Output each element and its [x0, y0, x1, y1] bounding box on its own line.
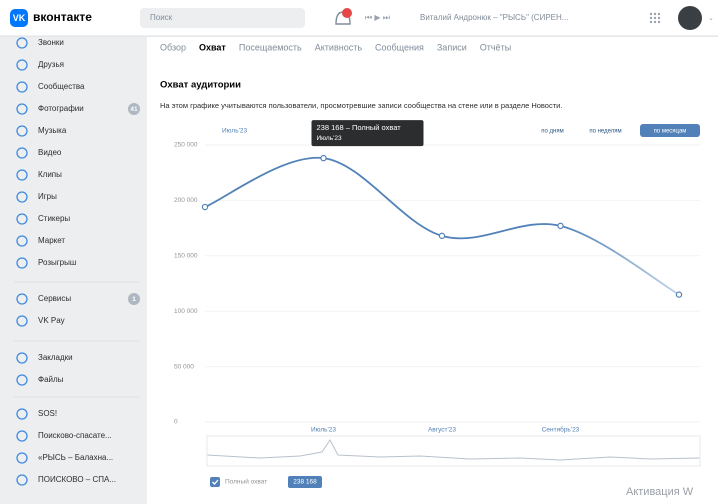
x-tick-label: Июль'23	[311, 427, 336, 434]
sidebar-item[interactable]: Друзья	[38, 60, 64, 69]
y-tick-label: 250 000	[174, 142, 198, 149]
data-point[interactable]	[676, 292, 681, 297]
sidebar-item[interactable]: Файлы	[38, 375, 64, 384]
sidebar-item[interactable]: Закладки	[38, 353, 73, 362]
avatar[interactable]	[678, 6, 702, 30]
tooltip-text: 238 168 – Полный охват	[317, 123, 402, 132]
range-label: Июль'23	[222, 128, 247, 135]
sidebar-item[interactable]: Видео	[38, 148, 62, 157]
legend-checkbox[interactable]	[210, 477, 220, 487]
avatar-menu-arrow[interactable]: ⌄	[708, 15, 714, 22]
section-description: На этом графике учитываются пользователи…	[160, 101, 562, 110]
sidebar-item[interactable]: Звонки	[38, 38, 64, 47]
watermark: Активация W	[626, 486, 694, 498]
sidebar-item[interactable]: Сообщества	[38, 82, 85, 91]
tab[interactable]: Отчёты	[480, 42, 511, 52]
sidebar-item[interactable]: Стикеры	[38, 214, 70, 223]
sidebar-item[interactable]: Розыгрыш	[38, 258, 76, 267]
data-point[interactable]	[321, 156, 326, 161]
sidebar-item[interactable]: Поисково-спасате...	[38, 431, 112, 440]
sidebar-item[interactable]: Фотографии	[38, 104, 84, 113]
tab[interactable]: Обзор	[160, 42, 186, 52]
page: {"header": {"logo": "вконтакте", "search…	[0, 0, 718, 504]
data-point[interactable]	[202, 204, 207, 209]
sidebar-item[interactable]: Музыка	[38, 126, 67, 135]
screen: VK вконтакте Поиск ⏮ ▶ ⏭ Виталий Андроню…	[0, 0, 718, 504]
search-placeholder: Поиск	[150, 13, 173, 22]
period-button[interactable]: по неделям	[589, 129, 621, 135]
sidebar-item[interactable]: SOS!	[38, 409, 57, 418]
legend-label[interactable]: Полный охват	[225, 478, 267, 486]
tab[interactable]: Охват	[199, 42, 226, 52]
tooltip-date: Июль'23	[317, 135, 342, 142]
x-tick-label: Август'23	[428, 427, 456, 434]
sidebar-item[interactable]: VK Pay	[38, 316, 65, 325]
tab[interactable]: Сообщения	[375, 42, 424, 52]
legend-badge: 238 168	[293, 479, 317, 486]
player-controls[interactable]: ⏮ ▶ ⏭	[365, 13, 390, 22]
tab[interactable]: Записи	[437, 42, 467, 52]
sidebar-item[interactable]: Маркет	[38, 236, 65, 245]
logo-text[interactable]: вконтакте	[33, 10, 92, 24]
notification-dot	[342, 8, 352, 18]
sidebar-item[interactable]: «РЫСЬ – Балахна...	[38, 453, 113, 462]
sidebar-badge-count: 41	[130, 106, 138, 113]
data-point[interactable]	[558, 223, 563, 228]
section-title: Охват аудитории	[160, 80, 241, 91]
y-tick-label: 0	[174, 419, 178, 426]
y-tick-label: 50 000	[174, 363, 194, 370]
logo-glyph: VK	[13, 13, 26, 23]
sidebar-item[interactable]: Игры	[38, 192, 57, 201]
header-bar	[0, 0, 718, 36]
period-button[interactable]: по дням	[541, 129, 563, 135]
apps-icon[interactable]	[650, 13, 660, 23]
data-point[interactable]	[439, 233, 444, 238]
sidebar-badge-count: 1	[132, 296, 136, 303]
sidebar-item[interactable]: Клипы	[38, 170, 62, 179]
y-tick-label: 100 000	[174, 308, 198, 315]
sidebar-item[interactable]: Сервисы	[38, 294, 71, 303]
tab[interactable]: Активность	[315, 42, 363, 52]
y-tick-label: 200 000	[174, 197, 198, 204]
x-tick-label: Сентябрь'23	[542, 426, 580, 434]
player-track[interactable]: Виталий Андронюк – "РЫСЬ" (СИРЕН...	[420, 13, 568, 22]
tab[interactable]: Посещаемость	[239, 42, 302, 52]
sidebar-item[interactable]: ПОИСКОВО – СПА...	[38, 475, 116, 484]
period-button[interactable]: по месяцам	[654, 129, 687, 135]
y-tick-label: 150 000	[174, 253, 198, 260]
